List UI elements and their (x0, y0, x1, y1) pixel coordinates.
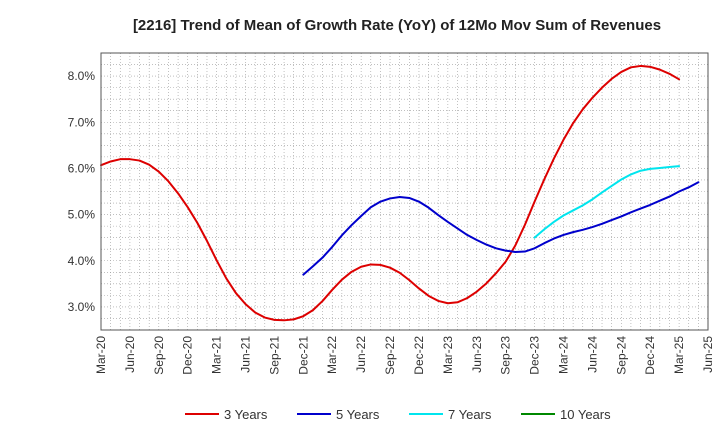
y-tick-label: 4.0% (68, 254, 96, 268)
x-tick-label: Mar-22 (325, 336, 339, 374)
y-tick-label: 3.0% (68, 300, 96, 314)
x-tick-label: Mar-24 (556, 336, 570, 374)
x-tick-label: Dec-24 (643, 336, 657, 375)
legend-label: 7 Years (448, 407, 492, 422)
x-tick-label: Dec-20 (181, 336, 195, 375)
x-tick-label: Mar-25 (672, 336, 686, 374)
x-tick-label: Dec-22 (412, 336, 426, 375)
legend-label: 3 Years (224, 407, 268, 422)
y-tick-label: 6.0% (68, 161, 96, 175)
series-line-7-years (533, 165, 681, 239)
x-tick-label: Jun-22 (354, 336, 368, 373)
x-tick-label: Sep-21 (267, 336, 281, 375)
x-tick-label: Mar-23 (441, 336, 455, 374)
plot-frame (100, 52, 709, 331)
x-tick-label: Jun-23 (470, 336, 484, 373)
y-tick-label: 8.0% (68, 69, 96, 83)
x-tick-label: Jun-24 (585, 336, 599, 373)
x-tick-label: Jun-20 (123, 336, 137, 373)
x-tick-label: Sep-23 (499, 336, 513, 375)
legend-label: 10 Years (560, 407, 611, 422)
series-line-5-years (302, 181, 700, 276)
y-tick-label: 5.0% (68, 208, 96, 222)
x-axis-ticks: Mar-20 Jun-20 Sep-20 Dec-20 Mar-21 Jun-21 Sep-… (94, 336, 715, 375)
x-tick-label: Mar-20 (94, 336, 108, 374)
legend: 3 Years 5 Years 7 Years 10 Years (185, 407, 611, 422)
x-tick-label: Dec-23 (528, 336, 542, 375)
x-tick-label: Sep-24 (614, 336, 628, 375)
y-tick-label: 7.0% (68, 115, 96, 129)
x-tick-label: Sep-20 (152, 336, 166, 375)
y-axis-ticks: 3.0% 4.0% 5.0% 6.0% 7.0% 8.0% (68, 69, 96, 314)
x-tick-label: Jun-25 (701, 336, 715, 373)
chart-title: [2216] Trend of Mean of Growth Rate (YoY… (133, 17, 661, 34)
legend-label: 5 Years (336, 407, 380, 422)
series-line-3-years (100, 64, 681, 322)
x-tick-label: Mar-21 (210, 336, 224, 374)
series-layer (100, 64, 700, 322)
x-tick-label: Sep-22 (383, 336, 397, 375)
x-tick-label: Dec-21 (296, 336, 310, 375)
x-tick-label: Jun-21 (239, 336, 253, 373)
